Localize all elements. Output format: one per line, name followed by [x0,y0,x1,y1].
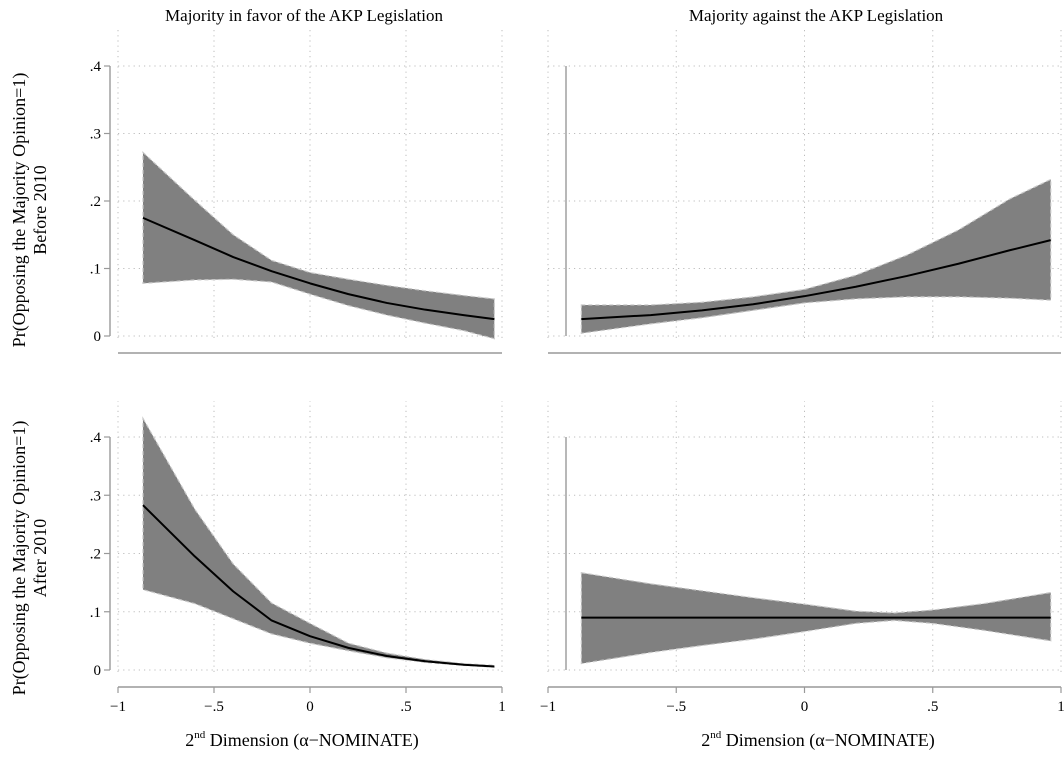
y-tick-label: 0 [94,663,102,679]
panel-bottom-left: 0 .1 .2 .3 .4 −1 −.5 0 .5 1 [90,401,506,715]
x-axis-title-right: 2nd Dimension (α−NOMINATE) [701,729,935,751]
x-tick-label: .5 [927,699,938,715]
y-tick-label: .2 [90,194,101,210]
x-axis-titles: 2nd Dimension (α−NOMINATE) 2nd Dimension… [185,729,935,751]
y-tick-label: .3 [90,488,101,504]
row-labels: Pr(Opposing the Majority Opinion=1) Befo… [9,73,50,696]
estimate-line [142,504,495,668]
x-axis-title-suffix: Dimension (α−NOMINATE) [205,730,419,751]
column-titles: Majority in favor of the AKP Legislation… [165,6,944,25]
panel-top-left: 0 .1 .2 .3 .4 [90,30,503,354]
y-tick-label: .1 [90,605,101,621]
x-tick-label: 0 [801,699,809,715]
y-tick-label: .2 [90,547,101,563]
x-axis-title-suffix: Dimension (α−NOMINATE) [721,730,935,751]
x-tick-label: 1 [1057,699,1064,715]
row-label-bottom-line2: After 2010 [30,519,50,597]
x-tick-label: .5 [400,699,411,715]
x-tick-label: 1 [498,699,506,715]
y-tick-label: .1 [90,262,101,278]
x-axis-title-superscript: nd [710,729,722,741]
y-tick-label: .4 [90,59,102,75]
x-axis-title-prefix: 2 [701,730,710,750]
x-axis-title-prefix: 2 [185,730,194,750]
panels: 0 .1 .2 .3 .4 0 .1 .2 .3 .4 −1 −.5 0 .5 1 −1 −.5 0 .5 1 [90,30,1064,715]
confidence-band [142,151,495,340]
x-axis-title-superscript: nd [194,729,206,741]
row-label-top-line2: Before 2010 [30,165,50,254]
x-tick-label: −.5 [204,699,224,715]
y-tick-label: 0 [94,329,102,345]
x-tick-label: −.5 [666,699,686,715]
panel-top-right [547,30,1062,354]
confidence-band [580,178,1052,334]
column-title-right: Majority against the AKP Legislation [689,6,944,25]
x-tick-label: −1 [110,699,126,715]
row-label-bottom-line1: Pr(Opposing the Majority Opinion=1) [9,421,30,696]
confidence-band [142,416,495,668]
estimate-line [142,216,495,321]
panel-bottom-right: −1 −.5 0 .5 1 [540,401,1064,715]
row-label-top-line1: Pr(Opposing the Majority Opinion=1) [9,73,30,348]
y-tick-label: .4 [90,430,102,446]
x-tick-label: 0 [306,699,314,715]
estimate-line [581,239,1051,321]
column-title-left: Majority in favor of the AKP Legislation [165,6,443,25]
x-axis-title-left: 2nd Dimension (α−NOMINATE) [185,729,419,751]
x-tick-label: −1 [540,699,556,715]
y-tick-label: .3 [90,127,101,143]
